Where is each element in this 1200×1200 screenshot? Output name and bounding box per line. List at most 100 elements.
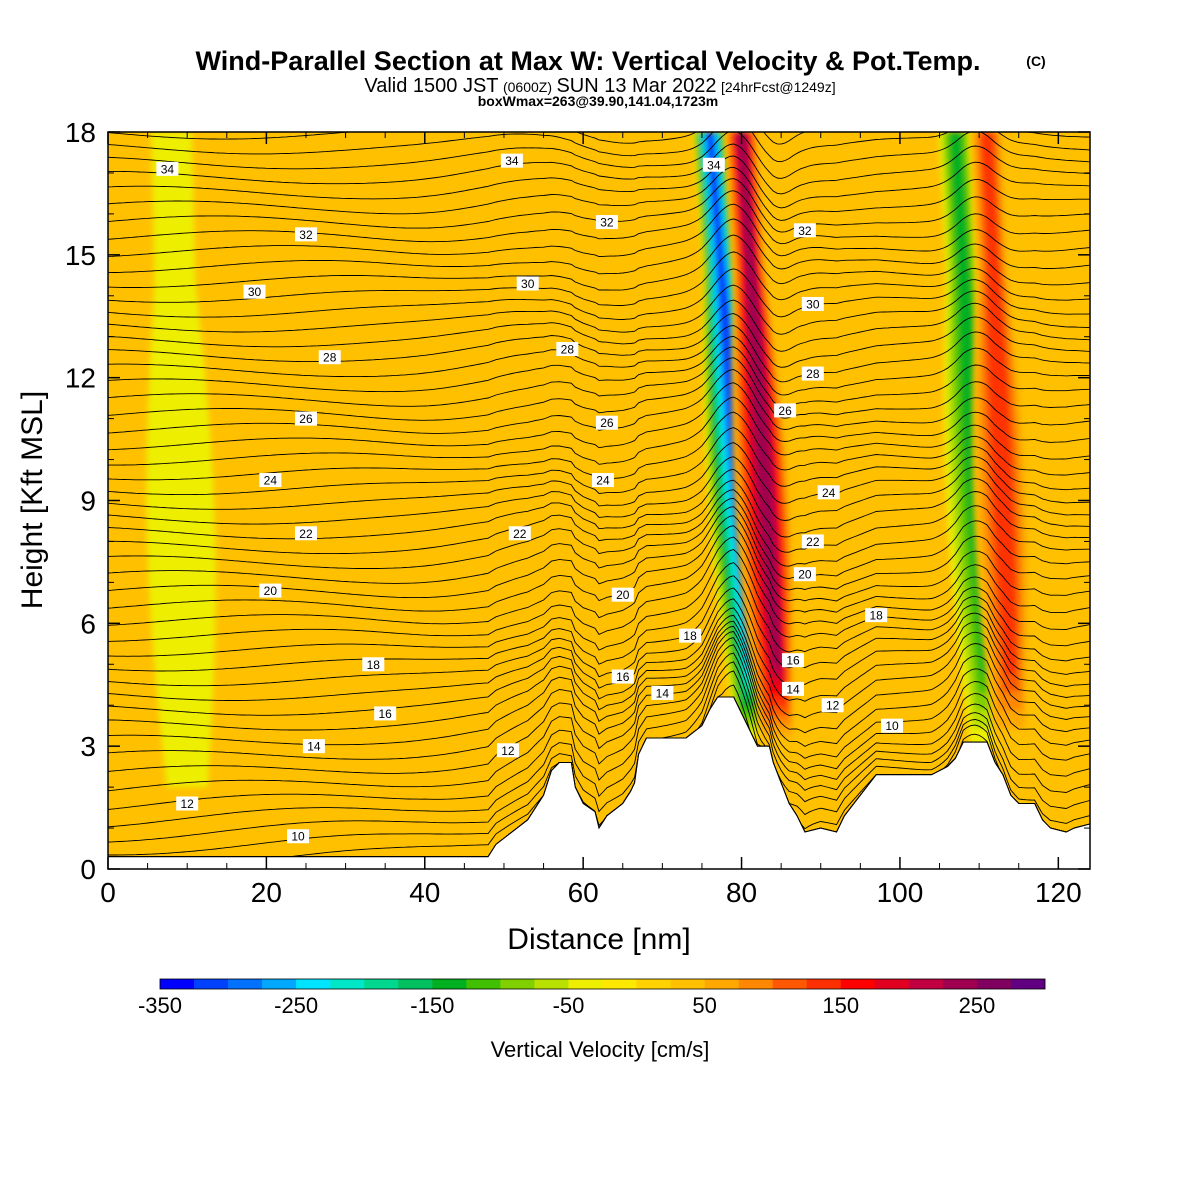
isentrope-label: 34 (156, 161, 179, 176)
svg-text:18: 18 (683, 629, 697, 643)
isentrope-line (108, 661, 1090, 856)
colorbar-swatch (636, 979, 671, 989)
isentrope-label: 22 (801, 534, 824, 549)
isentrope-line (108, 396, 1090, 466)
isentrope-label: 26 (595, 415, 618, 430)
svg-text:22: 22 (806, 535, 820, 549)
svg-text:20: 20 (798, 568, 812, 582)
colorbar-swatch (704, 979, 739, 989)
isentrope-label: 28 (556, 342, 579, 357)
isentrope-line (108, 598, 1090, 716)
colorbar-swatch (296, 979, 331, 989)
isentrope-line (108, 284, 1090, 335)
colorbar-frame (159, 978, 1046, 990)
colorbar-swatch (228, 979, 263, 989)
colorbar-swatch (942, 979, 978, 989)
isentrope-label: 20 (259, 583, 282, 598)
colorbar-swatch (432, 979, 467, 989)
colorbar-swatch (840, 979, 876, 989)
isentrope-label: 10 (881, 718, 904, 733)
isentrope-label: 32 (294, 227, 317, 242)
terrain (108, 696, 1090, 869)
svg-text:34: 34 (505, 154, 519, 168)
velocity-band (737, 132, 782, 667)
colorbar-swatch (262, 979, 297, 989)
colorbar-swatch (500, 979, 535, 989)
svg-text:30: 30 (521, 277, 535, 291)
isentrope-line (108, 489, 1090, 569)
svg-text:18: 18 (367, 658, 381, 672)
isentrope-label: 32 (595, 215, 618, 230)
isentrope-line (108, 427, 1090, 496)
isentrope-label: 32 (793, 223, 816, 238)
svg-text:12: 12 (826, 699, 840, 713)
isentrope-label: 24 (817, 485, 840, 500)
svg-text:34: 34 (161, 162, 175, 176)
isentrope-line (108, 652, 1090, 843)
svg-text:24: 24 (822, 486, 836, 500)
y-tick-label: 15 (65, 240, 96, 271)
colorbar-swatch (160, 979, 195, 989)
svg-text:16: 16 (616, 670, 630, 684)
isentrope-line (108, 382, 1090, 451)
isentrope-line (108, 203, 1090, 258)
svg-text:20: 20 (264, 584, 278, 598)
isentrope-label: 22 (294, 526, 317, 541)
svg-text:28: 28 (561, 343, 575, 357)
y-axis-label: Height [Kft MSL] (16, 391, 49, 609)
isentrope-line (108, 497, 1090, 584)
x-tick-label: 80 (726, 877, 757, 908)
x-tick-label: 0 (100, 877, 116, 908)
isentrope-line (108, 190, 1090, 245)
colorbar-swatch (976, 979, 1012, 989)
x-axis-label: Distance [nm] (507, 923, 690, 956)
isentrope-label: 16 (611, 669, 634, 684)
isentrope-label: 10 (287, 829, 310, 844)
isentrope-line (108, 143, 1090, 195)
isentrope-line (108, 357, 1090, 421)
svg-text:16: 16 (786, 654, 800, 668)
svg-text:30: 30 (248, 285, 262, 299)
colorbar-swatch (738, 979, 773, 989)
chart-title: Wind-Parallel Section at Max W: Vertical… (196, 46, 981, 76)
isentrope-label: 20 (611, 587, 634, 602)
isentrope-line (108, 536, 1090, 642)
colorbar-tick-label: -150 (410, 993, 454, 1018)
svg-text:24: 24 (596, 474, 610, 488)
svg-text:26: 26 (778, 404, 792, 418)
isentrope-line (108, 575, 1090, 687)
svg-text:24: 24 (264, 474, 278, 488)
background-field (108, 132, 1090, 869)
colorbar-tick-label: 250 (959, 993, 996, 1018)
isentrope-line (108, 132, 1090, 179)
isentrope-line (108, 369, 1090, 434)
colorbar: -350 -250 -150 -50 50 150 250 (138, 978, 1046, 1018)
isentrope-line (108, 132, 1090, 145)
x-tick-label: 100 (877, 877, 924, 908)
isentrope-line (108, 268, 1090, 320)
isentrope-line (108, 479, 1090, 555)
svg-text:28: 28 (806, 367, 820, 381)
isentrope-label: 14 (651, 685, 674, 700)
svg-text:12: 12 (501, 744, 515, 758)
isentrope-label: 30 (243, 284, 266, 299)
svg-text:28: 28 (323, 351, 337, 365)
svg-text:32: 32 (798, 224, 812, 238)
colorbar-tick-label: 50 (692, 993, 716, 1018)
valid-date: SUN 13 Mar 2022 (556, 75, 716, 97)
svg-text:10: 10 (291, 830, 305, 844)
isentrope-line (108, 313, 1090, 368)
svg-text:30: 30 (806, 297, 820, 311)
colorbar-swatch (874, 979, 910, 989)
isentrope-label: 16 (374, 706, 397, 721)
svg-text:22: 22 (513, 527, 527, 541)
svg-text:10: 10 (885, 719, 899, 733)
x-tick-label: 120 (1035, 877, 1082, 908)
title-suffix: (C) (1026, 53, 1045, 69)
plot-area: 34 34 34 32 32 32 30 30 30 28 28 28 26 26 26 24 24 24 22 22… (108, 132, 1090, 869)
isentrope-line (108, 515, 1090, 612)
isentrope-label: 24 (591, 473, 614, 488)
svg-text:14: 14 (307, 740, 321, 754)
colorbar-swatch (568, 979, 603, 989)
